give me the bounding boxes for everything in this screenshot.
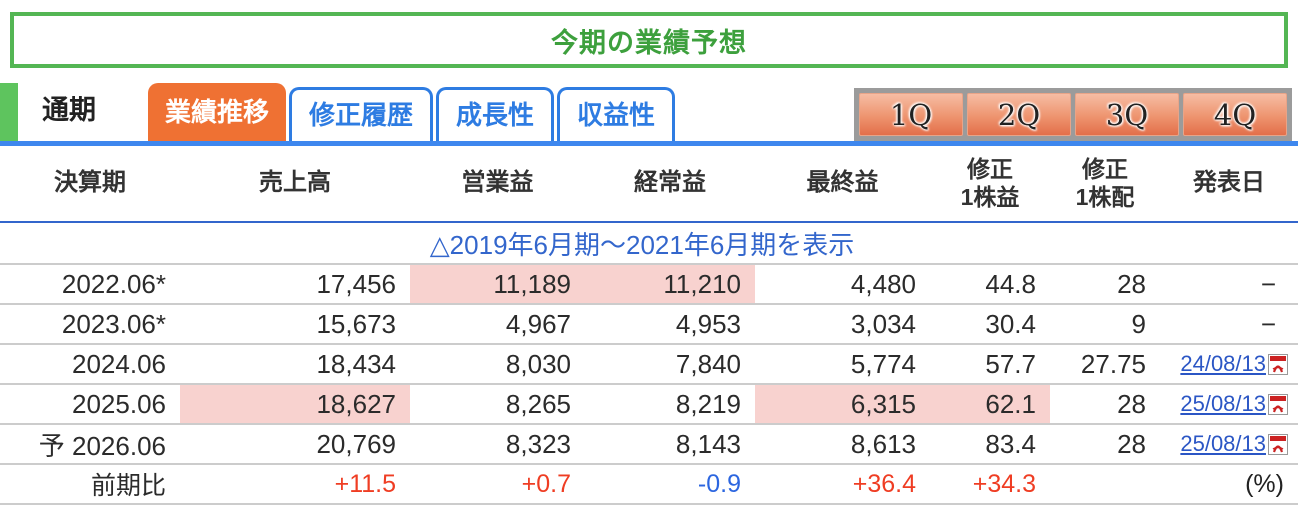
cell-sales: 18,434 xyxy=(180,344,410,385)
table-row-2023: 2023.06* 15,673 4,967 4,953 3,034 30.4 9… xyxy=(0,304,1298,345)
comparison-dividend-empty xyxy=(1050,464,1160,505)
cell-period: 2024.06 xyxy=(0,344,180,385)
cell-ordinary: 8,219 xyxy=(585,384,755,425)
comparison-sales: +11.5 xyxy=(180,464,410,505)
col-header-net: 最終益 xyxy=(755,146,930,223)
col-header-period: 決算期 xyxy=(0,146,180,223)
table-row-2024: 2024.06 18,434 8,030 7,840 5,774 57.7 27… xyxy=(0,344,1298,385)
cell-dividend: 27.75 xyxy=(1050,344,1160,385)
period-type-label: 通期 xyxy=(42,95,96,125)
cell-dividend: 9 xyxy=(1050,304,1160,345)
cell-ordinary: 4,953 xyxy=(585,304,755,345)
cell-period: 予 2026.06 xyxy=(0,424,180,465)
quarter-button-3q[interactable]: 3Q xyxy=(1075,93,1179,136)
green-accent-bar xyxy=(0,83,18,141)
cell-net: 4,480 xyxy=(755,264,930,305)
cell-announced: 24/08/13 xyxy=(1160,344,1298,385)
cell-sales: 15,673 xyxy=(180,304,410,345)
cell-ordinary: 11,210 xyxy=(585,264,755,305)
cell-dividend: 28 xyxy=(1050,384,1160,425)
comparison-eps: +34.3 xyxy=(930,464,1050,505)
cell-operating: 8,265 xyxy=(410,384,585,425)
tab-earnings-trend[interactable]: 業績推移 xyxy=(148,83,287,141)
page-title: 今期の業績予想 xyxy=(551,27,747,58)
quarter-button-1q[interactable]: 1Q xyxy=(859,93,963,136)
cell-eps: 30.4 xyxy=(930,304,1050,345)
comparison-unit: (%) xyxy=(1160,464,1298,505)
cell-operating: 8,030 xyxy=(410,344,585,385)
cell-ordinary: 7,840 xyxy=(585,344,755,385)
col-header-ordinary: 経常益 xyxy=(585,146,755,223)
tab-profitability[interactable]: 収益性 xyxy=(557,87,676,141)
cell-eps: 44.8 xyxy=(930,264,1050,305)
quarter-button-group: 1Q 2Q 3Q 4Q xyxy=(854,88,1292,141)
comparison-net: +36.4 xyxy=(755,464,930,505)
table-row-2025: 2025.06 18,627 8,265 8,219 6,315 62.1 28… xyxy=(0,384,1298,425)
cell-announced: 25/08/13 xyxy=(1160,384,1298,425)
pdf-icon[interactable] xyxy=(1268,354,1288,375)
table-row-2022: 2022.06* 17,456 11,189 11,210 4,480 44.8… xyxy=(0,264,1298,305)
cell-announced: − xyxy=(1160,264,1298,305)
earnings-table: 決算期 売上高 営業益 経常益 最終益 修正 1株益 修正 1株配 発表日 △201… xyxy=(0,146,1298,505)
announcement-date-link[interactable]: 25/08/13 xyxy=(1180,431,1266,456)
cell-period: 2023.06* xyxy=(0,304,180,345)
comparison-operating: +0.7 xyxy=(410,464,585,505)
tab-growth[interactable]: 成長性 xyxy=(436,87,555,141)
col-header-operating: 営業益 xyxy=(410,146,585,223)
col-header-dividend: 修正 1株配 xyxy=(1050,146,1160,223)
quarter-button-2q[interactable]: 2Q xyxy=(967,93,1071,136)
forecast-title-banner: 今期の業績予想 xyxy=(10,12,1288,68)
cell-announced: − xyxy=(1160,304,1298,345)
comparison-label: 前期比 xyxy=(0,464,180,505)
cell-ordinary: 8,143 xyxy=(585,424,755,465)
pdf-icon[interactable] xyxy=(1268,394,1288,415)
cell-net: 6,315 xyxy=(755,384,930,425)
cell-sales: 17,456 xyxy=(180,264,410,305)
header-row: 決算期 売上高 営業益 経常益 最終益 修正 1株益 修正 1株配 発表日 xyxy=(0,146,1298,223)
quarter-button-4q[interactable]: 4Q xyxy=(1183,93,1287,136)
comparison-ordinary: -0.9 xyxy=(585,464,755,505)
cell-eps: 83.4 xyxy=(930,424,1050,465)
col-header-eps: 修正 1株益 xyxy=(930,146,1050,223)
cell-operating: 8,323 xyxy=(410,424,585,465)
tab-revision-history[interactable]: 修正履歴 xyxy=(289,87,434,141)
cell-operating: 4,967 xyxy=(410,304,585,345)
col-header-announced: 発表日 xyxy=(1160,146,1298,223)
cell-sales: 18,627 xyxy=(180,384,410,425)
cell-sales: 20,769 xyxy=(180,424,410,465)
cell-net: 3,034 xyxy=(755,304,930,345)
cell-period: 2025.06 xyxy=(0,384,180,425)
display-range-notice-row: △2019年6月期〜2021年6月期を表示 xyxy=(0,222,1298,265)
comparison-row: 前期比 +11.5 +0.7 -0.9 +36.4 +34.3 (%) xyxy=(0,464,1298,505)
cell-eps: 57.7 xyxy=(930,344,1050,385)
cell-dividend: 28 xyxy=(1050,424,1160,465)
col-header-sales: 売上高 xyxy=(180,146,410,223)
cell-dividend: 28 xyxy=(1050,264,1160,305)
pdf-icon[interactable] xyxy=(1268,434,1288,455)
announcement-date-link[interactable]: 24/08/13 xyxy=(1180,351,1266,376)
cell-net: 8,613 xyxy=(755,424,930,465)
cell-period: 2022.06* xyxy=(0,264,180,305)
tab-bar: 通期 業績推移 修正履歴 成長性 収益性 1Q 2Q 3Q 4Q xyxy=(0,83,1298,146)
cell-announced: 25/08/13 xyxy=(1160,424,1298,465)
cell-net: 5,774 xyxy=(755,344,930,385)
cell-operating: 11,189 xyxy=(410,264,585,305)
display-range-notice: △2019年6月期〜2021年6月期を表示 xyxy=(0,222,1298,265)
cell-eps: 62.1 xyxy=(930,384,1050,425)
table-row-2026-forecast: 予 2026.06 20,769 8,323 8,143 8,613 83.4 … xyxy=(0,424,1298,465)
announcement-date-link[interactable]: 25/08/13 xyxy=(1180,391,1266,416)
